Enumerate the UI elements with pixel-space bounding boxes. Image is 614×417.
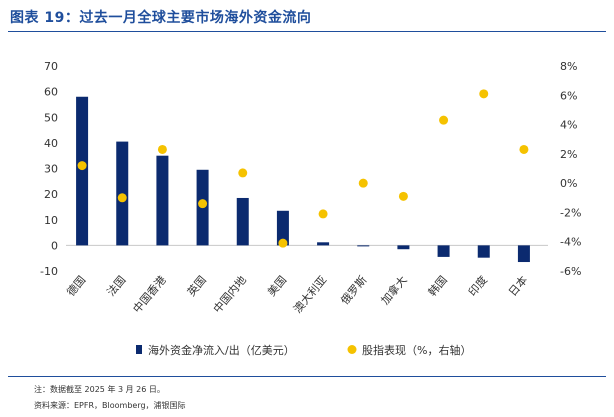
flow-bar xyxy=(397,245,410,250)
y-left-tick-label: 40 xyxy=(44,137,58,150)
y-right-tick-label: 4% xyxy=(560,119,577,132)
index-return-dot xyxy=(77,161,87,171)
category-label: 韩国 xyxy=(425,273,450,299)
category-label: 澳大利亚 xyxy=(290,273,329,316)
y-left-tick-label: 50 xyxy=(44,111,58,124)
category-label: 美国 xyxy=(265,274,289,299)
y-right-tick-label: 6% xyxy=(560,89,577,102)
category-label: 俄罗斯 xyxy=(338,274,369,308)
index-return-dot xyxy=(398,191,408,201)
legend-bar-swatch xyxy=(136,345,142,354)
figure-header: 图表 19：过去一月全球主要市场海外资金流向 xyxy=(0,0,614,34)
category-label: 加拿大 xyxy=(378,273,410,307)
y-right-tick-label: -4% xyxy=(560,236,581,249)
y-left-tick-label: 10 xyxy=(44,214,58,227)
index-return-dot xyxy=(157,144,167,154)
y-right-tick-label: -2% xyxy=(560,206,581,219)
footnote: 注：数据截至 2025 年 3 月 26 日。 xyxy=(34,385,165,394)
y-right-tick-label: -6% xyxy=(560,265,581,278)
category-label: 印度 xyxy=(465,273,490,299)
index-return-dot xyxy=(117,193,127,203)
y-right-tick-label: 0% xyxy=(560,177,577,190)
flow-bar xyxy=(276,210,289,246)
legend-dot-label: 股指表现（%，右轴） xyxy=(362,343,471,357)
y-left-tick-label: -10 xyxy=(40,265,58,278)
category-label: 日本 xyxy=(505,273,530,299)
footer-rule xyxy=(8,376,606,377)
category-label: 英国 xyxy=(184,273,209,299)
index-return-dot xyxy=(358,178,368,188)
flow-bar xyxy=(517,245,530,263)
y-left-tick-label: 60 xyxy=(44,86,58,99)
y-right-tick-label: 8% xyxy=(560,60,577,73)
category-label: 中国内地 xyxy=(210,273,249,316)
flow-bar xyxy=(477,245,490,258)
index-return-dot xyxy=(238,168,248,178)
category-label: 德国 xyxy=(64,273,89,299)
y-left-tick-label: 0 xyxy=(51,239,58,252)
flow-bar xyxy=(236,197,249,246)
index-return-dot xyxy=(519,144,529,154)
index-return-dot xyxy=(278,238,288,248)
flow-bar xyxy=(317,242,330,246)
index-return-dot xyxy=(439,115,449,125)
title-rule xyxy=(8,31,606,32)
fund-flow-chart: -10 0 10 20 30 40 50 60 70 -6% -4% -2% 0% 2% 4% 6% 8% 德国法… xyxy=(40,60,581,357)
legend-bar-label: 海外资金净流入/出（亿美元） xyxy=(148,343,295,357)
index-return-dot xyxy=(198,199,208,209)
flow-bar xyxy=(156,155,169,246)
flow-bar xyxy=(76,96,89,246)
category-label: 法国 xyxy=(104,273,129,299)
legend-dot-swatch xyxy=(347,345,357,354)
index-return-dot xyxy=(479,89,489,99)
y-left-tick-label: 70 xyxy=(44,60,58,73)
y-left-tick-label: 30 xyxy=(44,163,58,176)
source-note: 资料来源：EPFR，Bloomberg，浦银国际 xyxy=(34,401,186,410)
index-return-dot xyxy=(318,209,328,219)
flow-bar xyxy=(357,245,370,247)
y-right-tick-label: 2% xyxy=(560,148,577,161)
category-label: 中国香港 xyxy=(130,274,168,316)
figure-title: 图表 19：过去一月全球主要市场海外资金流向 xyxy=(10,10,312,26)
flow-bar xyxy=(437,245,450,257)
y-left-tick-label: 20 xyxy=(44,188,58,201)
